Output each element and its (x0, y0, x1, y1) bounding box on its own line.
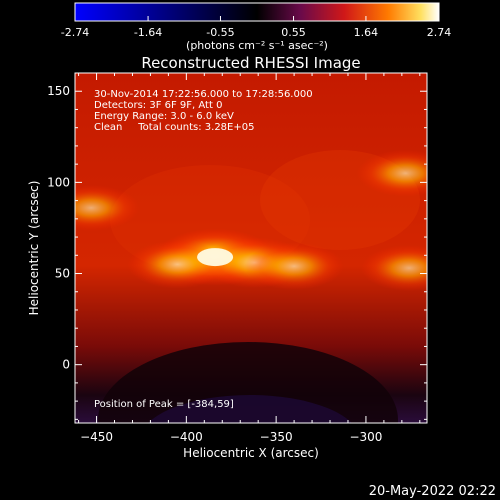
y-axis-ticks: 0 50 100 150 (47, 72, 427, 420)
annotation-energy: Energy Range: 3.0 - 6.0 keV (94, 111, 234, 122)
x-tick-label: −350 (260, 430, 293, 444)
annotation-clean: Clean Total counts: 3.28E+05 (94, 122, 254, 133)
x-tick-label: −300 (349, 430, 382, 444)
x-tick-label: −400 (170, 430, 203, 444)
colorbar-tick-label: -2.74 (61, 26, 89, 39)
emission-source (356, 149, 427, 197)
footer-timestamp: 20-May-2022 02:22 (369, 484, 496, 499)
emission-source (244, 242, 344, 290)
plot-frame (74, 72, 428, 424)
y-tick-label: 0 (62, 358, 70, 372)
colorbar (74, 2, 440, 22)
peak-core (197, 248, 234, 267)
x-axis-ticks: −450 −400 −350 −300 (78, 73, 421, 444)
chart-title: Reconstructed RHESSI Image (141, 54, 360, 72)
x-tick-label: −450 (80, 430, 113, 444)
colorbar-tick-label: -1.64 (134, 26, 162, 39)
heatmap-image (75, 73, 427, 423)
annotation-detectors: Detectors: 3F 6F 9F, Att 0 (94, 100, 222, 111)
annotation-time: 30-Nov-2014 17:22:56.000 to 17:28:56.000 (94, 89, 313, 100)
y-axis-label: Heliocentric Y (arcsec) (27, 181, 41, 316)
colorbar-tick-label: 1.64 (354, 26, 379, 39)
emission-source (75, 184, 140, 231)
y-tick-label: 150 (47, 84, 70, 98)
colorbar-tick-label: 2.74 (427, 26, 452, 39)
peak-position-label: Position of Peak = [-384,59] (94, 399, 234, 410)
colorbar-tick-label: -0.55 (206, 26, 234, 39)
y-tick-label: 50 (55, 267, 70, 281)
y-tick-label: 100 (47, 175, 70, 189)
emission-source (360, 245, 427, 292)
heatmap-sources (75, 149, 427, 292)
x-axis-label: Heliocentric X (arcsec) (183, 446, 319, 460)
colorbar-unit-label: (photons cm⁻² s⁻¹ asec⁻²) (186, 39, 328, 52)
colorbar-ticks: -2.74 -1.64 -0.55 0.55 1.64 2.74 (61, 16, 451, 39)
colorbar-tick-label: 0.55 (281, 26, 306, 39)
